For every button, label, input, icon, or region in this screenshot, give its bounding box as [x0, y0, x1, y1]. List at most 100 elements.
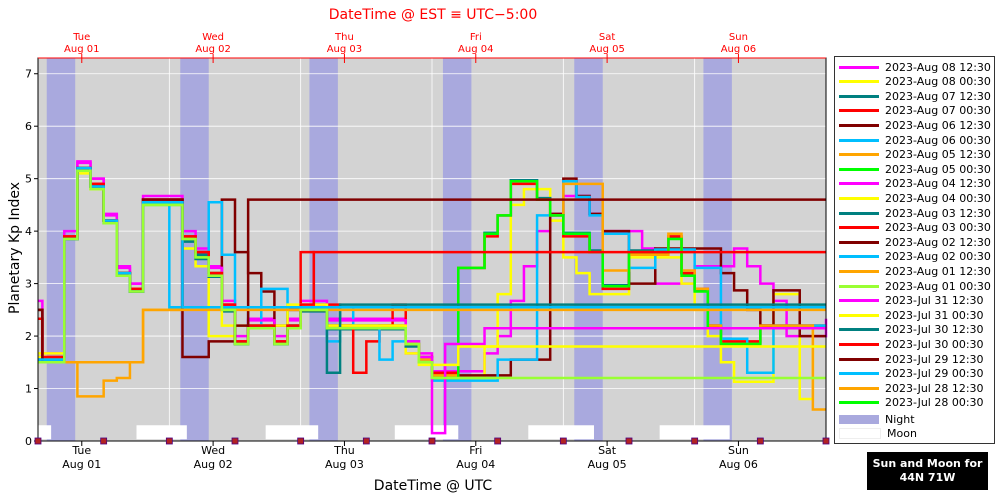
legend-swatch-17	[839, 313, 879, 317]
moon-bar-4	[528, 425, 594, 440]
legend-item-6: 2023-Aug 05 12:30	[839, 148, 991, 162]
sun-moon-line2: 44N 71W	[899, 471, 956, 484]
y-tick-label-7: 7	[25, 68, 32, 81]
sun-moon-line1: Sun and Moon for	[872, 457, 983, 470]
legend-swatch-15	[839, 284, 879, 288]
legend-item-11: 2023-Aug 03 00:30	[839, 221, 991, 235]
moon-bar-5	[659, 425, 730, 440]
bottom-marker-8	[559, 437, 567, 445]
bottom-date-label-5: Aug 06	[719, 458, 758, 471]
legend-swatch-6	[839, 153, 879, 157]
legend-label-11: 2023-Aug 03 00:30	[885, 221, 991, 235]
legend-label-19: 2023-Jul 30 00:30	[885, 337, 984, 351]
bottom-marker-10	[691, 437, 699, 445]
bottom-day-label-5: Sun	[728, 444, 749, 457]
legend-label-17: 2023-Jul 31 00:30	[885, 308, 984, 322]
legend-swatch-4	[839, 123, 879, 127]
y-tick-label-0: 0	[25, 435, 32, 448]
y-tick-label-2: 2	[25, 330, 32, 343]
bottom-marker-6	[428, 437, 436, 445]
top-day-label-0: Tue	[72, 32, 90, 43]
top-date-label-3: Aug 04	[458, 44, 493, 55]
legend-swatch-19	[839, 342, 879, 346]
legend-label-9: 2023-Aug 04 00:30	[885, 191, 991, 205]
bottom-day-label-4: Sat	[598, 444, 617, 457]
legend-label-7: 2023-Aug 05 00:30	[885, 162, 991, 176]
legend-item-3: 2023-Aug 07 00:30	[839, 104, 991, 118]
legend-label-16: 2023-Jul 31 12:30	[885, 294, 984, 308]
legend-item-13: 2023-Aug 02 00:30	[839, 250, 991, 264]
legend-item-4: 2023-Aug 06 12:30	[839, 118, 991, 132]
legend-item-17: 2023-Jul 31 00:30	[839, 308, 984, 322]
bottom-date-label-3: Aug 04	[456, 458, 495, 471]
top-day-label-3: Fri	[470, 32, 482, 43]
legend-label-2: 2023-Aug 07 12:30	[885, 89, 991, 103]
legend-swatch-7	[839, 167, 879, 171]
legend-swatch-3	[839, 109, 879, 113]
bottom-marker-2	[165, 437, 173, 445]
bottom-marker-5	[362, 437, 370, 445]
legend-label-20: 2023-Jul 29 12:30	[885, 352, 984, 366]
bottom-day-label-1: Wed	[201, 444, 225, 457]
legend-item-7: 2023-Aug 05 00:30	[839, 162, 991, 176]
legend-night-item: Night	[839, 412, 915, 426]
legend-item-18: 2023-Jul 30 12:30	[839, 323, 984, 337]
legend-item-12: 2023-Aug 02 12:30	[839, 235, 991, 249]
y-tick-label-5: 5	[25, 173, 32, 186]
chart-top-title: DateTime @ EST ≡ UTC−5:00	[329, 7, 537, 23]
legend-label-6: 2023-Aug 05 12:30	[885, 148, 991, 162]
series-line-13	[38, 166, 826, 361]
bottom-marker-9	[625, 437, 633, 445]
legend-label-13: 2023-Aug 02 00:30	[885, 250, 991, 264]
legend-swatch-5	[839, 138, 879, 142]
legend-item-0: 2023-Aug 08 12:30	[839, 60, 991, 74]
bottom-day-label-3: Fri	[469, 444, 482, 457]
legend-item-1: 2023-Aug 08 00:30	[839, 75, 991, 89]
night-band-2	[309, 58, 338, 441]
legend-item-10: 2023-Aug 03 12:30	[839, 206, 991, 220]
legend-label-4: 2023-Aug 06 12:30	[885, 118, 991, 132]
top-day-label-2: Thu	[334, 32, 354, 43]
x-axis-label: DateTime @ UTC	[374, 478, 493, 494]
moon-bar-0	[38, 425, 52, 440]
sun-moon-location-box: Sun and Moon for 44N 71W	[867, 452, 988, 490]
legend-swatch-13	[839, 255, 879, 259]
legend-swatch-14	[839, 269, 879, 273]
legend-swatch-16	[839, 299, 879, 303]
legend-label-22: 2023-Jul 28 12:30	[885, 381, 984, 395]
legend-swatch-20	[839, 357, 879, 361]
moon-bar-2	[265, 425, 319, 440]
top-day-label-1: Wed	[202, 32, 224, 43]
y-tick-label-4: 4	[25, 225, 32, 238]
y-tick-label-1: 1	[25, 383, 32, 396]
legend-label-15: 2023-Aug 01 00:30	[885, 279, 991, 293]
legend-swatch-0	[839, 65, 879, 69]
bottom-marker-4	[297, 437, 305, 445]
legend-label-3: 2023-Aug 07 00:30	[885, 104, 991, 118]
legend-item-20: 2023-Jul 29 12:30	[839, 352, 984, 366]
legend-swatch-11	[839, 226, 879, 230]
night-band-3	[442, 58, 472, 441]
bottom-date-label-2: Aug 03	[325, 458, 364, 471]
legend-label-10: 2023-Aug 03 12:30	[885, 206, 991, 220]
legend-item-15: 2023-Aug 01 00:30	[839, 279, 991, 293]
y-tick-label-6: 6	[25, 120, 32, 133]
moon-bar-3	[394, 425, 459, 440]
legend-swatch-22	[839, 386, 879, 390]
bottom-marker-0	[34, 437, 42, 445]
bottom-marker-12	[822, 437, 830, 445]
bottom-marker-11	[756, 437, 764, 445]
bottom-marker-3	[231, 437, 239, 445]
night-band-0	[46, 58, 76, 441]
top-date-label-1: Aug 02	[195, 44, 230, 55]
legend-label-5: 2023-Aug 06 00:30	[885, 133, 991, 147]
bottom-marker-1	[100, 437, 108, 445]
legend-night-swatch	[839, 414, 879, 424]
top-date-label-5: Aug 06	[721, 44, 756, 55]
legend-swatch-9	[839, 196, 879, 200]
bottom-day-label-2: Thu	[333, 444, 355, 457]
legend-label-1: 2023-Aug 08 00:30	[885, 75, 991, 89]
legend-moon-label: Moon	[887, 427, 917, 440]
